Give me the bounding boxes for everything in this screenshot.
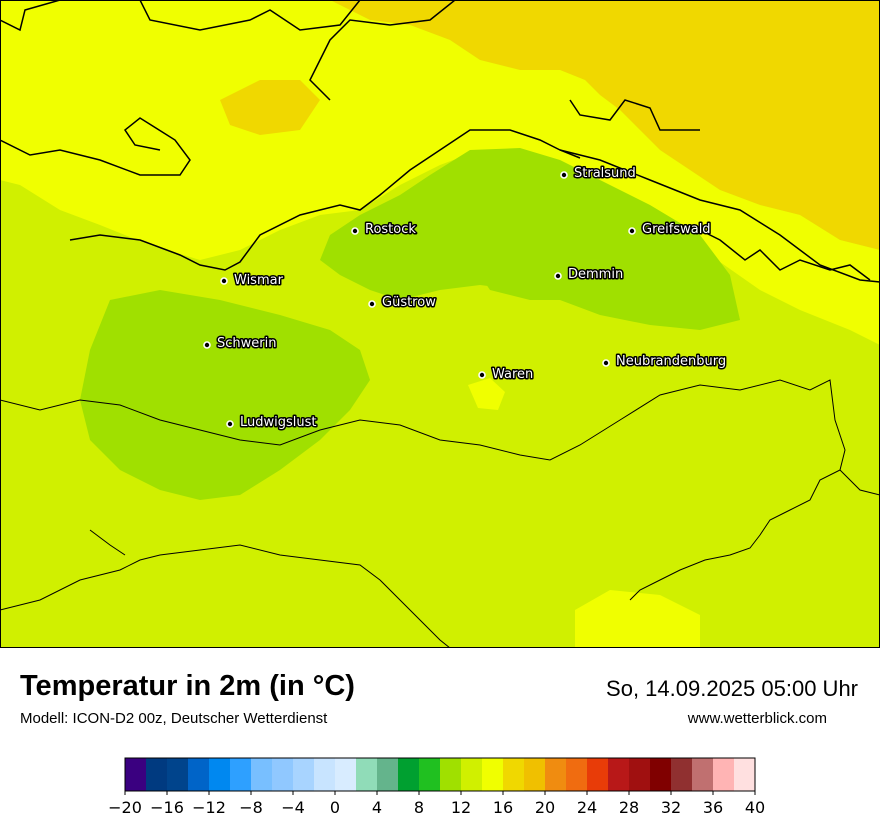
colorbar-tick-label: −20 <box>108 798 142 817</box>
colorbar-swatch <box>125 758 147 791</box>
colorbar-tick-label: 12 <box>451 798 471 817</box>
colorbar-swatch <box>167 758 189 791</box>
colorbar-swatch <box>272 758 294 791</box>
colorbar-swatch <box>293 758 315 791</box>
city-dot <box>602 359 610 367</box>
city-label: Greifswald <box>642 222 711 237</box>
city-dot <box>226 420 234 428</box>
coastlines <box>0 0 880 283</box>
colorbar-tick-label: −12 <box>192 798 226 817</box>
colorbar-swatch <box>230 758 252 791</box>
city-marker-ludwigslust: Ludwigslust <box>226 414 318 432</box>
colorbar-swatch <box>335 758 357 791</box>
city-dot <box>628 227 636 235</box>
city-dot <box>351 227 359 235</box>
city-label: Ludwigslust <box>240 415 317 430</box>
website-link[interactable]: www.wetterblick.com <box>687 710 827 727</box>
colorbar-swatch <box>377 758 399 791</box>
warm-sea-patch <box>220 80 320 135</box>
map-title: Temperatur in 2m (in °C) <box>20 670 355 702</box>
colorbar-swatch <box>734 758 756 791</box>
colorbar-swatch <box>629 758 651 791</box>
colorbar-swatch <box>545 758 567 791</box>
city-marker-waren: Waren <box>478 366 535 384</box>
city-dot <box>220 277 228 285</box>
city-dot <box>560 171 568 179</box>
colorbar-swatch <box>461 758 483 791</box>
colorbar-tick-label: 20 <box>535 798 555 817</box>
city-marker-rostock: Rostock <box>351 221 418 239</box>
colorbar-swatch <box>356 758 378 791</box>
city-marker-stralsund: Stralsund <box>560 165 637 183</box>
colorbar-frame <box>124 757 756 792</box>
city-label: Demmin <box>568 267 623 282</box>
borders <box>0 379 880 648</box>
colorbar-swatch <box>188 758 210 791</box>
city-marker-neubrandenburg: Neubrandenburg <box>602 353 728 371</box>
city-label: Stralsund <box>574 166 636 181</box>
colorbar-swatch <box>398 758 420 791</box>
colorbar-swatch <box>314 758 336 791</box>
colorbar-tick-label: 24 <box>577 798 597 817</box>
city-dot <box>554 272 562 280</box>
colorbar-swatch <box>650 758 672 791</box>
colorbar-swatch <box>482 758 504 791</box>
city-dot <box>478 371 486 379</box>
cool-inland-west <box>80 290 370 500</box>
colorbar-tick-label: 28 <box>619 798 639 817</box>
colorbar-swatch <box>566 758 588 791</box>
colorbar-tick-label: −4 <box>281 798 305 817</box>
colorbar-swatch <box>251 758 273 791</box>
colorbar-swatches <box>124 757 756 792</box>
colorbar-swatch <box>692 758 714 791</box>
city-label: Neubrandenburg <box>616 354 726 369</box>
city-marker-greifswald: Greifswald <box>628 221 712 239</box>
colorbar-swatch <box>587 758 609 791</box>
temperature-colorbar: −20 −16 −12 −8 −4 0 4 8 12 16 20 24 28 32 36 40 <box>108 757 765 817</box>
model-subtitle: Modell: ICON-D2 00z, Deutscher Wetterdie… <box>20 710 328 727</box>
colorbar-swatch <box>524 758 546 791</box>
colorbar-swatch <box>209 758 231 791</box>
warm-spot-waren <box>468 378 505 410</box>
colorbar-tick-label: 0 <box>330 798 340 817</box>
city-label: Güstrow <box>382 295 436 310</box>
colorbar-swatch <box>713 758 735 791</box>
colorbar-tick-label: −16 <box>150 798 184 817</box>
warm-sea-region <box>330 0 880 250</box>
city-label: Waren <box>492 367 533 382</box>
colorbar-tick-label: 4 <box>372 798 382 817</box>
colorbar-swatch <box>440 758 462 791</box>
colorbar-ticks: −20 −16 −12 −8 −4 0 4 8 12 16 20 24 28 32 36 40 <box>108 791 765 817</box>
colorbar-tick-label: 40 <box>745 798 765 817</box>
city-label: Schwerin <box>217 336 276 351</box>
colorbar-swatch <box>419 758 441 791</box>
colorbar-tick-label: 8 <box>414 798 424 817</box>
cool-inland-north <box>320 148 740 330</box>
coastal-sea-region <box>0 0 880 345</box>
colorbar-swatch <box>608 758 630 791</box>
city-dot <box>368 300 376 308</box>
colorbar-swatch <box>503 758 525 791</box>
city-dot <box>203 341 211 349</box>
colorbar-tick-label: 36 <box>703 798 723 817</box>
forecast-datetime: So, 14.09.2025 05:00 Uhr <box>606 676 858 701</box>
colorbar-swatch <box>146 758 168 791</box>
colorbar-tick-label: 32 <box>661 798 681 817</box>
city-marker-wismar: Wismar <box>220 272 285 290</box>
colorbar-tick-label: −8 <box>239 798 263 817</box>
city-label: Wismar <box>234 273 284 288</box>
city-label: Rostock <box>365 222 416 237</box>
colorbar-swatch <box>671 758 693 791</box>
city-marker-guestrow: Güstrow <box>368 294 438 312</box>
city-marker-schwerin: Schwerin <box>203 335 278 353</box>
city-marker-demmin: Demmin <box>554 266 625 284</box>
warm-spot-south <box>575 590 700 648</box>
colorbar-tick-label: 16 <box>493 798 513 817</box>
temperature-map: Stralsund Rostock Greifswald Wismar Demm… <box>0 0 880 648</box>
cool-inland-patch <box>470 255 590 300</box>
